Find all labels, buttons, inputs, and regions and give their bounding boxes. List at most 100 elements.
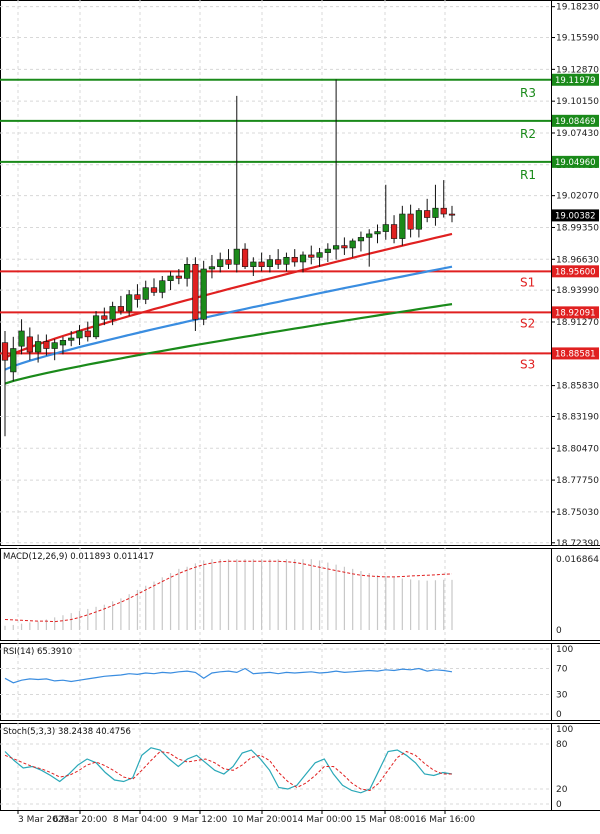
candle-bullish (184, 264, 190, 278)
candle-bullish (52, 343, 58, 349)
candle-bullish (375, 232, 381, 234)
rsi-tick-label: 100 (556, 645, 573, 655)
price-axis: 19.1823019.1559019.1287019.1015019.07430… (551, 3, 599, 549)
pivot-levels: R3 R2 R1 S1 S2 S3 (0, 80, 551, 372)
candle-bearish (242, 249, 248, 267)
candle-bullish (35, 342, 41, 353)
candle-bullish (10, 349, 16, 372)
time-tick-label: 16 Mar 16:00 (415, 815, 475, 825)
candle-bearish (176, 276, 182, 278)
price-tick-label: 18.80470 (556, 444, 599, 454)
candle-bearish (391, 225, 397, 239)
level-tag-text: 19.04960 (555, 158, 596, 168)
candle-bullish (60, 340, 66, 345)
time-tick-label: 8 Mar 04:00 (113, 815, 168, 825)
macd-tick-label: 0.016864 (556, 555, 599, 565)
candle-bullish (383, 225, 389, 232)
stoch-tick-label: 80 (556, 740, 568, 750)
time-tick-label: 9 Mar 12:00 (173, 815, 228, 825)
stoch-tick-label: 100 (556, 725, 573, 735)
level-label-r1: R1 (520, 168, 536, 182)
stoch-tick-label: 0 (556, 800, 562, 810)
candle-bullish (209, 267, 215, 269)
candle-bearish (342, 246, 348, 248)
stoch-panel: 100 80 20 0 (0, 725, 573, 810)
candle-bullish (126, 295, 132, 311)
rsi-label: RSI(14) 65.3910 (3, 647, 72, 657)
candle-bearish (151, 288, 157, 293)
candle-bullish (19, 331, 25, 346)
level-label-s2: S2 (520, 316, 535, 330)
candle-bullish (201, 269, 207, 319)
candle-bullish (110, 306, 116, 319)
rsi-panel: 100 70 30 0 (0, 645, 573, 720)
candle-bearish (226, 260, 232, 265)
rsi-tick-label: 0 (556, 710, 562, 720)
price-tick-label: 18.75030 (556, 508, 599, 518)
time-tick-label: 6 Mar 20:00 (53, 815, 108, 825)
macd-tick-label: 0 (556, 626, 562, 636)
level-label-r3: R3 (520, 86, 536, 100)
level-tag-text: 19.11979 (555, 76, 596, 86)
level-label-s3: S3 (520, 357, 535, 371)
candle-bullish (284, 257, 290, 264)
price-tick-label: 18.93990 (556, 286, 599, 296)
level-tag-text: 18.95600 (555, 267, 596, 277)
candle-bearish (424, 211, 430, 218)
time-tick-label: 10 Mar 20:00 (232, 815, 292, 825)
candle-bearish (308, 255, 314, 257)
stoch-tick-label: 20 (556, 785, 568, 795)
candle-bullish (77, 331, 83, 338)
price-tick-label: 18.99350 (556, 223, 599, 233)
candle-bearish (44, 342, 50, 349)
candle-bearish (408, 214, 414, 229)
rsi-tick-label: 70 (556, 665, 568, 675)
price-tick-label: 18.96630 (556, 255, 599, 265)
time-tick-label: 15 Mar 08:00 (355, 815, 415, 825)
candle-bearish (292, 257, 298, 262)
rsi-tick-label: 30 (556, 691, 568, 701)
candle-bullish (143, 288, 149, 300)
level-label-r2: R2 (520, 127, 536, 141)
level-tag-text: 18.88581 (555, 349, 596, 359)
candle-bullish (333, 246, 339, 250)
candle-bullish (350, 241, 356, 248)
candle-bearish (449, 214, 455, 215)
candle-bullish (68, 338, 74, 340)
price-tick-label: 18.91270 (556, 318, 599, 328)
candle-bearish (135, 295, 141, 300)
macd-label: MACD(12,26,9) 0.011893 0.011417 (3, 552, 154, 562)
candle-bullish (251, 262, 257, 267)
price-tick-label: 18.83190 (556, 412, 599, 422)
level-tag-text: 18.92091 (555, 308, 596, 318)
level-label-s1: S1 (520, 275, 535, 289)
candle-bullish (300, 255, 306, 262)
candle-bearish (27, 337, 33, 352)
candle-bullish (400, 214, 406, 239)
price-tick-label: 19.15590 (556, 34, 599, 44)
candle-bullish (234, 249, 240, 264)
price-tick-label: 19.18230 (556, 3, 599, 13)
stoch-label: Stoch(5,3,3) 38.2438 40.4756 (3, 727, 131, 737)
candle-bullish (317, 253, 323, 258)
time-tick-label: 14 Mar 00:00 (292, 815, 352, 825)
candle-bullish (168, 276, 174, 281)
candle-bearish (275, 260, 281, 265)
level-tag-text: 19.08469 (555, 117, 596, 127)
price-tick-label: 18.72390 (556, 539, 599, 549)
candle-bullish (366, 234, 372, 238)
panel-border (1, 549, 600, 641)
candle-bullish (217, 260, 223, 267)
price-tick-label: 19.07430 (556, 129, 599, 139)
candle-bearish (85, 331, 91, 337)
current-price-tag: 19.00382 (555, 211, 596, 221)
candle-bullish (325, 249, 331, 253)
price-tick-label: 19.02070 (556, 192, 599, 202)
candle-bearish (2, 343, 8, 361)
candle-bullish (358, 237, 364, 241)
price-tick-label: 18.85830 (556, 382, 599, 392)
candle-bullish (93, 316, 99, 337)
